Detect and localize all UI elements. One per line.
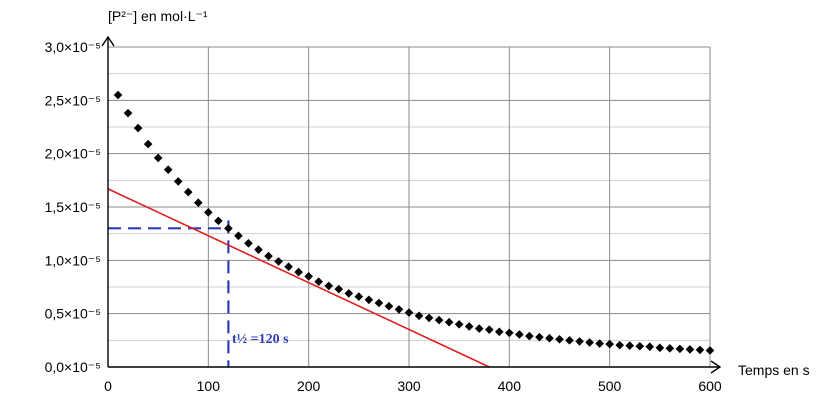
x-tick-label: 0 — [104, 378, 112, 394]
data-point — [625, 341, 635, 350]
data-point — [434, 315, 444, 325]
data-point — [545, 333, 554, 343]
x-axis-title: Temps en s — [738, 362, 810, 378]
data-point — [525, 331, 534, 341]
data-point — [284, 262, 293, 272]
data-point — [214, 216, 223, 226]
y-tick-label: 3,0×10⁻⁵ — [45, 39, 101, 55]
data-point — [254, 245, 263, 254]
data-point — [314, 277, 323, 286]
data-point — [705, 346, 715, 355]
data-point — [404, 308, 414, 317]
y-tick-label: 0,0×10⁻⁵ — [45, 359, 101, 375]
data-point — [454, 320, 464, 329]
x-tick-label: 100 — [197, 378, 221, 394]
data-point — [414, 311, 424, 321]
data-point — [354, 292, 364, 301]
data-point — [595, 339, 604, 348]
y-axis-arrow — [101, 35, 115, 47]
data-point — [304, 272, 313, 281]
half-life-guides — [108, 220, 230, 367]
x-tick-label: 400 — [498, 378, 522, 394]
data-point — [515, 330, 524, 339]
data-point — [615, 340, 624, 350]
data-point — [575, 337, 584, 346]
data-point — [675, 344, 685, 354]
y-tick-label: 0,5×10⁻⁵ — [45, 306, 101, 322]
x-tick-label: 600 — [698, 378, 722, 394]
y-tick-label: 1,5×10⁻⁵ — [45, 199, 101, 215]
y-tick-label: 2,0×10⁻⁵ — [45, 146, 101, 162]
data-point — [183, 187, 193, 197]
data-point — [294, 267, 303, 277]
data-point — [143, 139, 153, 149]
data-point — [484, 325, 494, 334]
data-point — [685, 345, 695, 354]
data-point — [344, 289, 354, 298]
x-axis-arrow — [710, 360, 722, 374]
data-point — [495, 327, 504, 337]
data-point — [635, 341, 645, 351]
data-point — [163, 165, 173, 174]
data-point — [655, 343, 665, 353]
data-point — [444, 317, 454, 327]
data-point — [505, 328, 514, 338]
data-point — [123, 108, 133, 118]
y-tick-label: 1,0×10⁻⁵ — [45, 252, 101, 268]
x-tick-label: 300 — [397, 378, 421, 394]
data-point — [695, 345, 705, 355]
data-point — [274, 257, 283, 266]
data-point — [264, 251, 273, 261]
data-point — [374, 298, 384, 308]
tangent-line-group — [107, 188, 490, 368]
data-point — [113, 90, 123, 100]
axes — [101, 35, 722, 374]
data-point — [324, 281, 334, 291]
data-point — [153, 153, 163, 163]
data-point — [645, 342, 655, 352]
data-point — [244, 238, 253, 248]
data-point — [394, 305, 404, 314]
half-life-label: t½ =120 s — [232, 332, 289, 347]
grid — [108, 46, 711, 367]
data-point — [384, 301, 394, 311]
x-tick-label: 200 — [297, 378, 321, 394]
data-point — [535, 332, 544, 342]
y-tick-label: 2,5×10⁻⁵ — [45, 92, 101, 108]
data-point — [364, 295, 374, 305]
data-point — [585, 338, 594, 347]
y-axis-title: [P²⁻] en mol·L⁻¹ — [108, 8, 208, 24]
data-point — [224, 224, 233, 233]
data-points — [113, 90, 715, 355]
data-point — [204, 208, 213, 217]
data-point — [234, 231, 243, 241]
data-point — [173, 177, 183, 186]
data-point — [665, 344, 675, 353]
data-point — [464, 322, 474, 331]
data-point — [565, 336, 574, 345]
x-tick-labels: 0 100 200 300 400 500 600 — [104, 378, 722, 394]
data-point — [605, 339, 614, 349]
data-point — [555, 334, 564, 344]
tangent-line — [107, 188, 490, 368]
y-tick-labels: 0,0×10⁻⁵ 0,5×10⁻⁵ 1,0×10⁻⁵ 1,5×10⁻⁵ 2,0×10⁻⁵… — [45, 39, 101, 375]
data-point — [474, 324, 484, 333]
data-point — [194, 198, 203, 208]
data-point — [334, 284, 344, 294]
x-tick-label: 500 — [598, 378, 622, 394]
data-point — [424, 313, 434, 323]
data-point — [133, 123, 143, 133]
